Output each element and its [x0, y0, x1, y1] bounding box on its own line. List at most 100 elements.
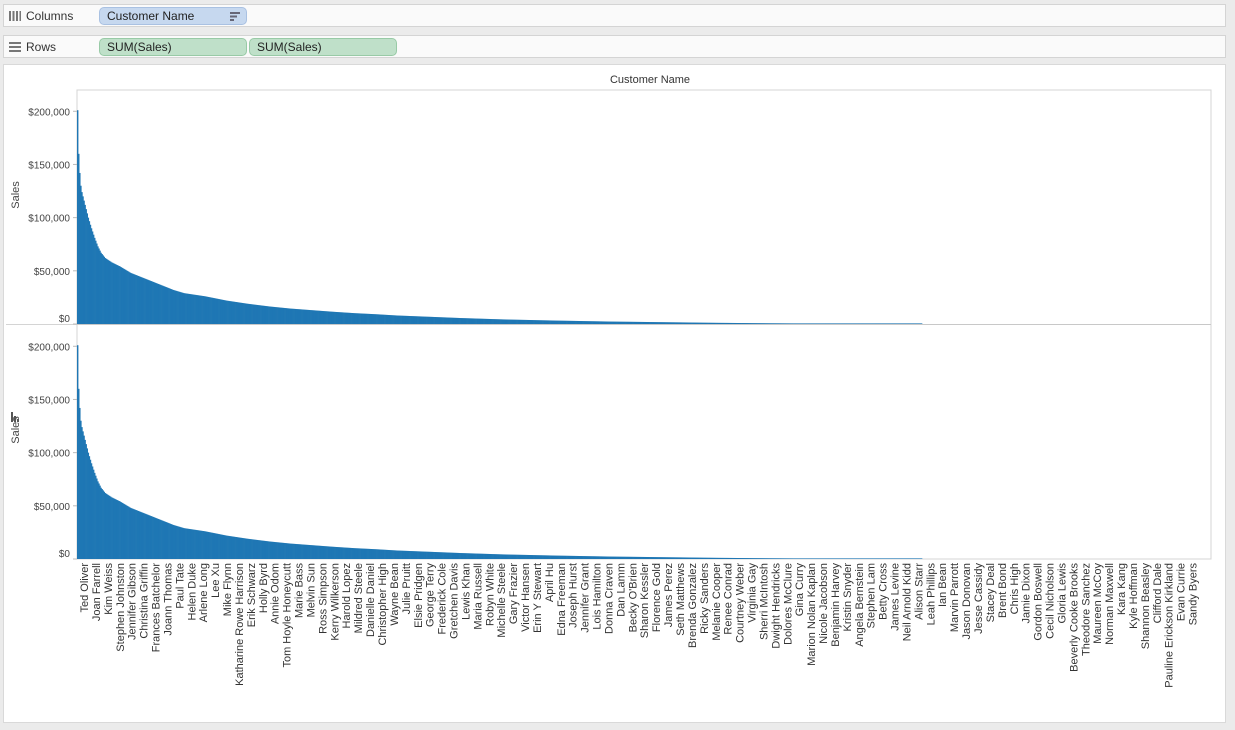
bar [206, 296, 209, 324]
bar [353, 313, 356, 324]
bar [195, 529, 197, 559]
bar [579, 556, 581, 559]
bar [833, 558, 836, 559]
bar [77, 345, 79, 559]
bar [447, 317, 449, 324]
bar [193, 529, 195, 559]
bar [508, 319, 510, 324]
bar [763, 558, 765, 559]
bar [476, 318, 478, 324]
bar [267, 306, 269, 324]
bar [333, 311, 335, 324]
bar [531, 320, 533, 324]
bar [543, 320, 545, 324]
bar [802, 323, 805, 324]
bar [420, 316, 423, 324]
bar [203, 296, 206, 324]
bar [846, 323, 848, 324]
bar [100, 487, 102, 559]
bar [432, 316, 434, 324]
bar [691, 557, 693, 559]
y-axis-label-bottom: Sales [10, 416, 22, 444]
bar [676, 557, 678, 559]
bar [776, 558, 778, 559]
bar [561, 320, 563, 324]
bar [720, 557, 723, 559]
bar [808, 323, 810, 324]
bar [815, 323, 817, 324]
bar [291, 308, 294, 324]
bar [429, 551, 431, 559]
pane-frames [6, 89, 1212, 560]
bar [889, 558, 891, 559]
bar [664, 557, 666, 559]
bar [564, 320, 566, 324]
sum-sales-pill-1[interactable]: SUM(Sales) [99, 38, 247, 56]
bar [638, 556, 641, 559]
x-axis-labels: Ted Oliver Joan Farrell Kim Weiss Stephen J… [79, 563, 1200, 688]
bar [657, 557, 659, 559]
bar [504, 554, 507, 559]
bar [462, 553, 464, 559]
sum-sales-pill-2[interactable]: SUM(Sales) [249, 38, 397, 56]
bar [314, 310, 316, 324]
bar [550, 555, 552, 559]
bar [781, 323, 783, 324]
bar [172, 289, 175, 324]
bar [469, 553, 472, 559]
bar [771, 323, 774, 324]
bar [399, 550, 401, 559]
bar [380, 314, 382, 324]
bar [374, 549, 377, 559]
bar [168, 523, 170, 559]
bar [361, 313, 363, 324]
bar [236, 302, 239, 324]
rows-list-icon [9, 42, 21, 52]
bar [260, 540, 262, 559]
bar [414, 551, 416, 559]
bar [692, 322, 694, 324]
bar [702, 322, 705, 324]
bar [336, 312, 339, 324]
bar [555, 320, 558, 324]
bar [119, 501, 121, 559]
bar [447, 552, 449, 559]
customer-name-pill[interactable]: Customer Name [99, 7, 247, 25]
bar [778, 323, 780, 324]
bar [805, 323, 808, 324]
bar [304, 544, 307, 559]
bar [92, 234, 95, 324]
bar [585, 321, 588, 324]
bar [728, 322, 730, 324]
bar [651, 322, 654, 324]
bar [455, 317, 458, 324]
bar [698, 322, 700, 324]
bar [560, 555, 562, 559]
bar [567, 555, 570, 559]
bar [454, 552, 457, 559]
bar [868, 323, 871, 324]
bar [909, 558, 911, 559]
bar [182, 527, 184, 559]
bar [818, 558, 821, 559]
x-tick-label: Jennifer Grant [580, 563, 592, 633]
bar [658, 557, 660, 559]
bar [99, 250, 101, 324]
bar [197, 530, 199, 559]
bar [609, 556, 611, 559]
y-tick-label: $0 [59, 314, 71, 325]
bar [433, 551, 435, 559]
bar [630, 321, 632, 324]
bar [812, 558, 814, 559]
bar [887, 323, 890, 324]
bar [270, 306, 273, 324]
bar [457, 552, 460, 559]
bar [477, 553, 479, 559]
bar [877, 323, 879, 324]
bar [775, 323, 777, 324]
chart-type-icon[interactable] [11, 412, 19, 422]
bar [542, 555, 544, 559]
bar [377, 314, 379, 324]
bar [313, 310, 315, 324]
sort-descending-icon[interactable] [230, 12, 240, 21]
